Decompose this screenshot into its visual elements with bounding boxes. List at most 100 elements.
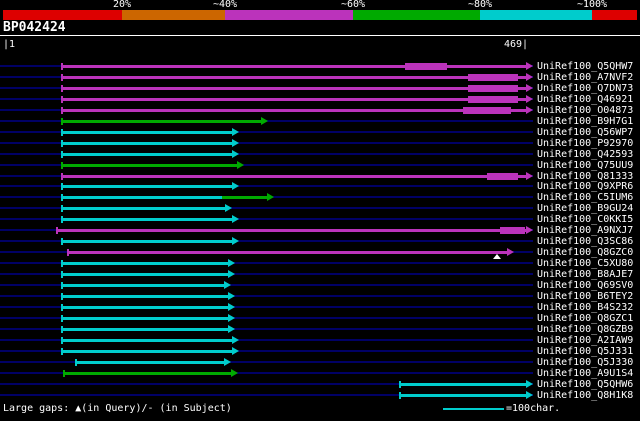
hit-bar[interactable]	[62, 284, 225, 287]
hit-bar-start-cap	[75, 359, 77, 366]
hit-bar[interactable]	[62, 142, 233, 145]
hit-bar[interactable]	[62, 328, 229, 331]
hit-label[interactable]: UniRef100_Q5J330	[537, 357, 634, 368]
hit-bar-start-cap	[61, 326, 63, 333]
hit-label[interactable]: UniRef100_Q8GZB9	[537, 324, 634, 335]
hit-bar[interactable]	[62, 120, 262, 123]
row-guide-line	[0, 142, 533, 144]
hit-label[interactable]: UniRef100_A9U1S4	[537, 368, 634, 379]
hit-label[interactable]: UniRef100_Q42593	[537, 149, 634, 160]
hit-bar[interactable]	[62, 350, 233, 353]
hit-bar[interactable]	[62, 76, 527, 79]
hit-label[interactable]: UniRef100_Q81333	[537, 171, 634, 182]
hit-bar[interactable]	[62, 262, 229, 265]
hit-bar-thick-block	[468, 85, 518, 92]
hit-label[interactable]: UniRef100_A2IAW9	[537, 335, 634, 346]
hit-bar-start-cap	[61, 140, 63, 147]
hit-label[interactable]: UniRef100_B6TEY2	[537, 291, 634, 302]
hit-bar-arrowhead-icon	[232, 215, 239, 223]
hit-label[interactable]: UniRef100_B9GU24	[537, 203, 634, 214]
hit-label[interactable]: UniRef100_C0KKI5	[537, 214, 634, 225]
hit-label[interactable]: UniRef100_C5IUM6	[537, 192, 634, 203]
hit-bar-start-cap	[61, 194, 63, 201]
hit-bar-arrowhead-icon	[526, 380, 533, 388]
hit-bar[interactable]	[222, 196, 268, 199]
hit-bar-start-cap	[61, 293, 63, 300]
identity-scale-bar	[0, 10, 640, 20]
hit-bar[interactable]	[62, 273, 229, 276]
hit-label[interactable]: UniRef100_A7NVF2	[537, 72, 634, 83]
row-guide-line	[0, 240, 533, 242]
hit-label[interactable]: UniRef100_Q7DN73	[537, 83, 634, 94]
hit-bar[interactable]	[62, 164, 238, 167]
hit-bar[interactable]	[62, 87, 527, 90]
hit-label[interactable]: UniRef100_B8AJE7	[537, 269, 634, 280]
hit-bar[interactable]	[62, 175, 527, 178]
hit-bar[interactable]	[68, 251, 508, 254]
identity-scale-tick-label: ~60%	[340, 0, 366, 10]
hit-bar[interactable]	[64, 372, 232, 375]
hit-label[interactable]: UniRef100_Q8H1K8	[537, 390, 634, 401]
hit-bar-arrowhead-icon	[261, 117, 268, 125]
hit-label[interactable]: UniRef100_Q75UU9	[537, 160, 634, 171]
hit-bar[interactable]	[57, 229, 527, 232]
hit-label[interactable]: UniRef100_B9H7G1	[537, 116, 634, 127]
hit-bar[interactable]	[62, 153, 233, 156]
hit-bar[interactable]	[62, 339, 233, 342]
hit-bar[interactable]	[400, 383, 527, 386]
hit-label[interactable]: UniRef100_Q69SV0	[537, 280, 634, 291]
hit-bar[interactable]	[62, 218, 233, 221]
hit-bar-start-cap	[61, 107, 63, 114]
hit-label[interactable]: UniRef100_A9NXJ7	[537, 225, 634, 236]
hit-label[interactable]: UniRef100_C5XU80	[537, 258, 634, 269]
hit-bar[interactable]	[62, 98, 527, 101]
hit-bar[interactable]	[62, 317, 229, 320]
hit-bar-arrowhead-icon	[232, 182, 239, 190]
hit-bar-thick-block	[468, 96, 518, 103]
hit-label[interactable]: UniRef100_B4S232	[537, 302, 634, 313]
hit-bar-arrowhead-icon	[228, 292, 235, 300]
hit-bar-start-cap	[56, 227, 58, 234]
hit-bar[interactable]	[62, 185, 233, 188]
identity-scale-segment	[225, 10, 353, 20]
hit-label[interactable]: UniRef100_Q5QHW7	[537, 61, 634, 72]
large-gap-marker-icon	[493, 254, 501, 259]
hit-bar-arrowhead-icon	[228, 325, 235, 333]
row-guide-line	[0, 273, 533, 275]
row-guide-line	[0, 185, 533, 187]
identity-scale-segment	[592, 10, 637, 20]
hit-label[interactable]: UniRef100_Q8GZC1	[537, 313, 634, 324]
hit-label[interactable]: UniRef100_Q3SC86	[537, 236, 634, 247]
scalebar-line	[443, 408, 504, 410]
hit-label[interactable]: UniRef100_P92970	[537, 138, 634, 149]
hit-label[interactable]: UniRef100_Q8GZC0	[537, 247, 634, 258]
hit-label[interactable]: UniRef100_Q5J331	[537, 346, 634, 357]
hit-bar[interactable]	[62, 306, 229, 309]
hit-bar-arrowhead-icon	[232, 128, 239, 136]
hit-bar[interactable]	[62, 207, 226, 210]
row-guide-line	[0, 372, 533, 374]
hit-bar[interactable]	[62, 109, 527, 112]
identity-scale-segment	[480, 10, 592, 20]
hit-bar-start-cap	[61, 205, 63, 212]
hit-label[interactable]: UniRef100_Q46921	[537, 94, 634, 105]
hit-bar[interactable]	[76, 361, 225, 364]
hit-bar-start-cap	[399, 392, 401, 399]
hit-bar[interactable]	[62, 295, 229, 298]
hit-label[interactable]: UniRef100_Q56WP7	[537, 127, 634, 138]
hit-bar-start-cap	[61, 85, 63, 92]
hit-bar-arrowhead-icon	[267, 193, 274, 201]
row-guide-line	[0, 394, 533, 396]
hit-label[interactable]: UniRef100_Q5QHW6	[537, 379, 634, 390]
hit-bar[interactable]	[400, 394, 527, 397]
hit-label[interactable]: UniRef100_Q9XPR6	[537, 181, 634, 192]
hit-bar-start-cap	[61, 183, 63, 190]
hit-bar[interactable]	[62, 65, 527, 68]
hit-bar[interactable]	[62, 240, 233, 243]
hit-label[interactable]: UniRef100_O04873	[537, 105, 634, 116]
row-guide-line	[0, 339, 533, 341]
identity-scale-labels: 20% ~40% ~60% ~80% ~100%	[0, 0, 640, 10]
hit-bar[interactable]	[62, 131, 233, 134]
hit-bar[interactable]	[62, 196, 222, 199]
